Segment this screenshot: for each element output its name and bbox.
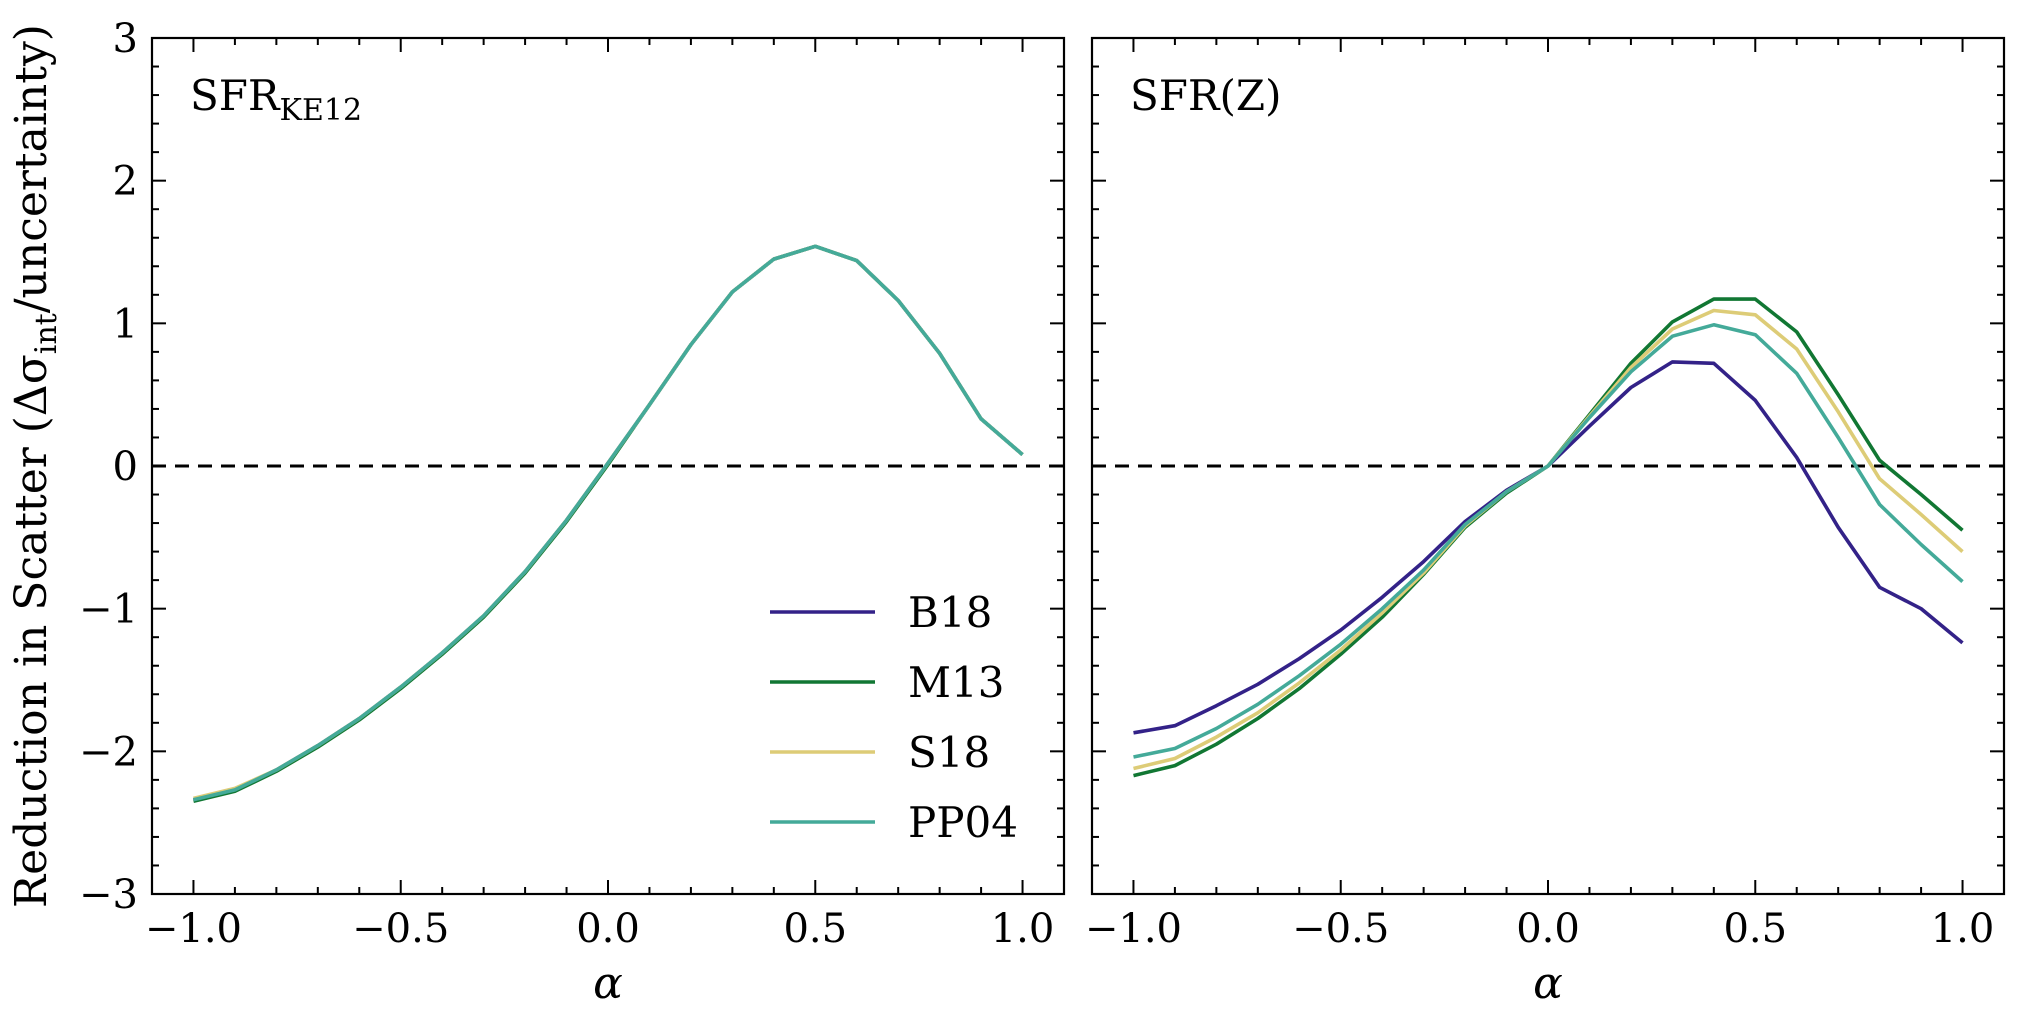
tick-labels-right: −1.0 −0.5 0.0 0.5 1.0 [1085,906,1994,952]
y-tick-label: 0 [113,444,138,490]
series-line-m13 [193,244,1024,804]
legend-label-b18: B18 [908,588,992,637]
x-tick-label: −0.5 [352,906,449,952]
series-line-b18 [193,244,1024,802]
panel-title-left: SFRKE12 [190,71,362,128]
x-tick-label: 1.0 [991,906,1055,952]
series-group-left [193,244,1024,804]
x-tick-label: 1.0 [1931,906,1995,952]
y-axis-label: Reduction in Scatter (Δσint/uncertainty) [6,24,64,908]
y-axis-label-sub: int [29,313,64,354]
series-line-pp04 [1133,322,1964,759]
legend-label-m13: M13 [908,658,1004,707]
series-group-right [1133,297,1964,778]
panel-title-left-sub: KE12 [280,93,363,128]
y-tick-label: −3 [79,872,138,918]
y-axis-label-main: Reduction in Scatter (Δσ [6,354,57,908]
ticks-left [151,37,1065,895]
x-tick-label: −1.0 [145,906,242,952]
panel-left: −1.0 −0.5 0.0 0.5 1.0 −3 −2 −1 0 1 2 3 SFRKE12 α Re… [6,16,1066,1009]
legend: B18 M13 S18 PP04 [770,588,1018,847]
x-tick-label: 0.5 [1723,906,1787,952]
y-tick-label: 1 [113,301,138,347]
series-line-s18 [193,244,1024,801]
x-tick-label: −0.5 [1292,906,1389,952]
panel-right: −1.0 −0.5 0.0 0.5 1.0 SFR(Z) α [1085,36,2006,1009]
y-tick-label: 2 [113,159,138,205]
legend-label-pp04: PP04 [908,798,1018,847]
x-tick-label: 0.0 [1516,906,1580,952]
y-tick-label: 3 [113,16,138,62]
x-axis-label-left: α [593,958,623,1009]
series-line-s18 [1133,308,1964,771]
x-tick-label: 0.5 [783,906,847,952]
x-axis-label-right: α [1533,958,1563,1009]
ticks-right [1091,37,2005,895]
legend-label-s18: S18 [908,728,990,777]
y-axis-label-end: /uncertainty) [6,24,57,313]
x-tick-label: 0.0 [576,906,640,952]
x-tick-label: −1.0 [1085,906,1182,952]
series-line-pp04 [193,244,1024,802]
y-tick-label: −1 [79,587,138,633]
series-line-b18 [1133,360,1964,735]
panel-title-left-main: SFR [190,71,281,120]
tick-labels-left: −1.0 −0.5 0.0 0.5 1.0 −3 −2 −1 0 1 2 3 [79,16,1054,952]
y-tick-label: −2 [79,729,138,775]
panel-title-right: SFR(Z) [1130,71,1282,120]
